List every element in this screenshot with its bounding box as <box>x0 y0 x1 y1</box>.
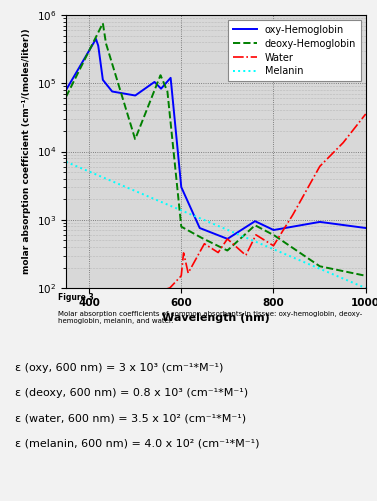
Text: Figure 3.: Figure 3. <box>58 293 97 302</box>
oxy-Hemoglobin <box>355 224 360 230</box>
Melanin <box>79 165 84 171</box>
deoxy-Hemoglobin <box>202 236 206 242</box>
Text: Molar absorption coefficients of common absorbents in tissue: oxy-hemoglobin, de: Molar absorption coefficients of common … <box>58 311 363 324</box>
deoxy-Hemoglobin <box>355 271 359 277</box>
Melanin <box>64 159 68 165</box>
Melanin <box>355 282 359 288</box>
Text: ε (melanin, 600 nm) = 4.0 x 10² (cm⁻¹*M⁻¹): ε (melanin, 600 nm) = 4.0 x 10² (cm⁻¹*M⁻… <box>15 438 260 448</box>
oxy-Hemoglobin <box>64 87 68 93</box>
oxy-Hemoglobin <box>300 222 305 228</box>
Water <box>355 122 359 128</box>
Water <box>355 122 359 128</box>
oxy-Hemoglobin <box>355 224 359 230</box>
Melanin <box>355 282 359 288</box>
Melanin <box>201 217 206 223</box>
Line: oxy-Hemoglobin: oxy-Hemoglobin <box>66 39 366 239</box>
Line: Melanin: Melanin <box>66 162 366 288</box>
Melanin <box>210 220 214 226</box>
oxy-Hemoglobin <box>94 36 98 42</box>
X-axis label: Wavelength (nm): Wavelength (nm) <box>162 313 270 323</box>
Water <box>363 111 368 117</box>
Water <box>201 241 206 247</box>
oxy-Hemoglobin <box>225 236 230 242</box>
deoxy-Hemoglobin <box>363 273 368 279</box>
Water <box>64 319 68 325</box>
Water <box>300 195 304 201</box>
deoxy-Hemoglobin <box>210 240 214 246</box>
oxy-Hemoglobin <box>202 226 206 232</box>
deoxy-Hemoglobin <box>79 63 84 69</box>
Water <box>210 245 214 252</box>
Line: Water: Water <box>66 114 366 322</box>
Text: ε (oxy, 600 nm) = 3 x 10³ (cm⁻¹*M⁻¹): ε (oxy, 600 nm) = 3 x 10³ (cm⁻¹*M⁻¹) <box>15 363 224 373</box>
deoxy-Hemoglobin <box>355 271 359 277</box>
Melanin <box>363 285 368 291</box>
deoxy-Hemoglobin <box>64 94 68 100</box>
Y-axis label: molar absorption coefficient (cm⁻¹/(moles/liter)): molar absorption coefficient (cm⁻¹/(mole… <box>22 29 31 275</box>
Legend: oxy-Hemoglobin, deoxy-Hemoglobin, Water, Melanin: oxy-Hemoglobin, deoxy-Hemoglobin, Water,… <box>228 20 361 81</box>
Line: deoxy-Hemoglobin: deoxy-Hemoglobin <box>66 23 366 276</box>
deoxy-Hemoglobin <box>101 20 105 26</box>
Water <box>79 314 84 320</box>
Text: ε (deoxy, 600 nm) = 0.8 x 10³ (cm⁻¹*M⁻¹): ε (deoxy, 600 nm) = 0.8 x 10³ (cm⁻¹*M⁻¹) <box>15 388 248 398</box>
deoxy-Hemoglobin <box>300 252 304 258</box>
Melanin <box>300 258 304 264</box>
oxy-Hemoglobin <box>210 230 214 236</box>
oxy-Hemoglobin <box>79 61 84 67</box>
Text: ε (water, 600 nm) = 3.5 x 10² (cm⁻¹*M⁻¹): ε (water, 600 nm) = 3.5 x 10² (cm⁻¹*M⁻¹) <box>15 413 246 423</box>
oxy-Hemoglobin <box>363 225 368 231</box>
